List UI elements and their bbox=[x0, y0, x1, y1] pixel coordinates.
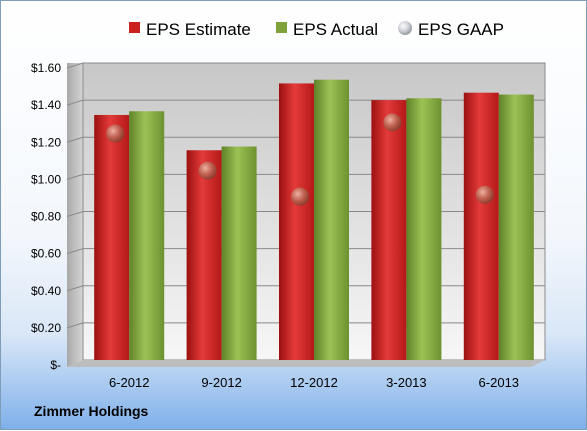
bar-eps-actual bbox=[129, 111, 165, 360]
x-tick-label: 6-2013 bbox=[479, 375, 519, 390]
y-tick-label: $- bbox=[50, 358, 61, 372]
y-tick-label: $1.40 bbox=[31, 98, 61, 112]
bar-eps-actual bbox=[498, 94, 534, 361]
gridline-wall bbox=[66, 322, 84, 329]
x-tick-label: 6-2012 bbox=[109, 375, 149, 390]
point-eps-gaap bbox=[475, 185, 494, 204]
bar-series bbox=[94, 79, 534, 361]
gridline-wall bbox=[66, 248, 84, 255]
point-eps-gaap bbox=[106, 124, 125, 143]
bar-eps-estimate bbox=[371, 100, 407, 360]
y-tick-label: $1.60 bbox=[31, 61, 61, 75]
legend-label-eps-estimate: EPS Estimate bbox=[146, 20, 251, 39]
y-tick-label: $0.60 bbox=[31, 247, 61, 261]
legend-marker-eps-gaap bbox=[398, 21, 412, 35]
company-label: Zimmer Holdings bbox=[34, 403, 149, 419]
bar-eps-estimate bbox=[94, 114, 130, 360]
legend-label-eps-gaap: EPS GAAP bbox=[418, 20, 504, 39]
bar-eps-estimate bbox=[279, 83, 314, 360]
x-tick-label: 9-2012 bbox=[201, 375, 241, 390]
y-axis: $- $0.20 $0.40 $0.60 $0.80 $1.00 $1.20 $1.40 $1.… bbox=[31, 61, 61, 372]
gaap-points bbox=[106, 113, 494, 206]
gridline-wall bbox=[66, 99, 84, 106]
point-eps-gaap bbox=[383, 113, 402, 132]
point-eps-gaap bbox=[198, 161, 217, 180]
y-tick-label: $1.20 bbox=[31, 135, 61, 149]
y-tick-label: $1.00 bbox=[31, 172, 61, 186]
plot-floor bbox=[67, 360, 545, 367]
y-tick-label: $0.20 bbox=[31, 321, 61, 335]
x-axis: 6-2012 9-2012 12-2012 3-2013 6-2013 bbox=[109, 375, 519, 390]
bar-eps-estimate bbox=[463, 92, 499, 360]
gridline-wall bbox=[66, 285, 84, 292]
gridline-wall bbox=[66, 62, 84, 69]
legend-label-eps-actual: EPS Actual bbox=[293, 20, 378, 39]
point-eps-gaap bbox=[291, 187, 309, 206]
x-tick-label: 3-2013 bbox=[386, 375, 426, 390]
gridline-wall bbox=[66, 211, 84, 217]
gridline-wall bbox=[66, 173, 84, 180]
legend-swatch-eps-estimate bbox=[129, 22, 140, 33]
x-tick-label: 12-2012 bbox=[290, 375, 338, 390]
plot-side-wall bbox=[67, 63, 83, 367]
y-tick-label: $0.40 bbox=[31, 284, 61, 298]
bar-eps-actual bbox=[314, 79, 349, 361]
bar-eps-estimate bbox=[186, 150, 222, 360]
gridline-wall bbox=[66, 136, 84, 143]
legend-swatch-eps-actual bbox=[276, 22, 287, 33]
y-tick-label: $0.80 bbox=[31, 210, 61, 224]
legend: EPS Estimate EPS Actual EPS GAAP bbox=[129, 20, 504, 39]
bar-eps-actual bbox=[221, 146, 257, 360]
bar-eps-actual bbox=[406, 98, 442, 361]
